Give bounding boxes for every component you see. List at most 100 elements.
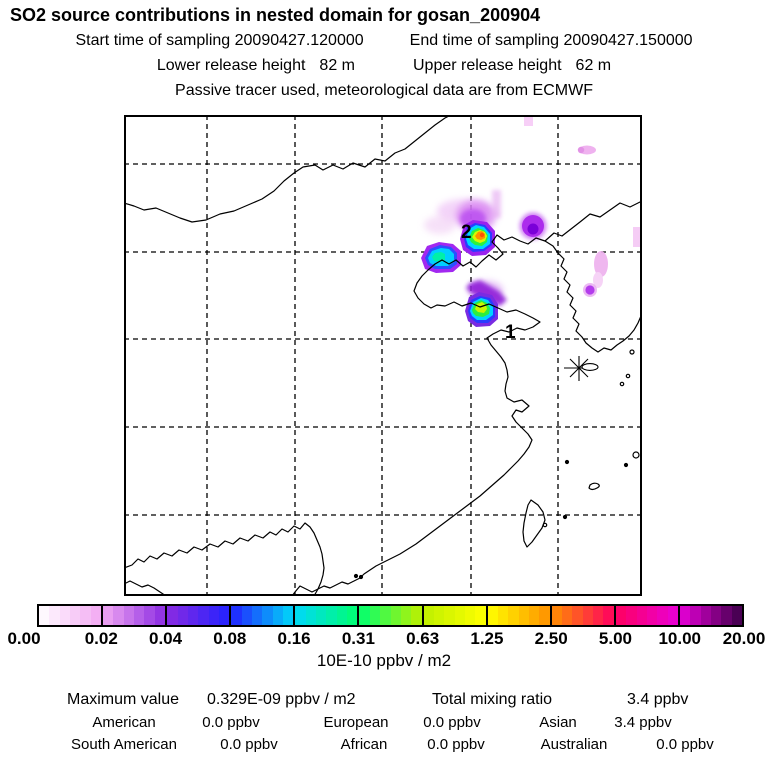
colorbar-cell (539, 606, 550, 625)
upper-release-value: 62 m (575, 57, 612, 74)
colorbar-segment (101, 606, 166, 625)
colorbar-cell (262, 606, 273, 625)
total-mixing-ratio-label: Total mixing ratio (432, 691, 553, 708)
colorbar-tick-label: 0.31 (341, 629, 375, 648)
continent-label: Australian (540, 736, 608, 753)
map-border (124, 115, 642, 596)
colorbar-cell (603, 606, 614, 625)
colorbar-tick-label: 0.08 (213, 629, 247, 648)
colorbar-tick-label: 0.63 (406, 629, 440, 648)
sampling-times-line: Start time of sampling 20090427.120000 E… (0, 32, 768, 50)
continent-label: Asian (539, 714, 577, 731)
continent-value: 3.4 ppbv (614, 714, 672, 731)
colorbar-cell (700, 606, 711, 625)
colorbar-tick-label: 2.50 (534, 629, 568, 648)
start-time-text: Start time of sampling 20090427.120000 (75, 32, 364, 49)
colorbar-cell (241, 606, 252, 625)
colorbar-cell (411, 606, 422, 625)
map-svg: 2 1 (123, 114, 643, 597)
southwest-border-line (123, 522, 325, 597)
colorbar-cell (487, 606, 498, 625)
island-dot (562, 514, 568, 520)
colorbar-tick-label: 20.00 (722, 629, 766, 648)
colorbar-cell (134, 606, 145, 625)
colorbar-cell (251, 606, 263, 625)
colorbar-segment (165, 606, 230, 625)
colorbar-segment (293, 606, 358, 625)
island-dot (358, 574, 364, 580)
colorbar-tick-label: 0.16 (277, 629, 311, 648)
continent-label: African (340, 736, 388, 753)
colorbar-cell (518, 606, 530, 625)
colorbar-segment (677, 606, 742, 625)
colorbar-cell (710, 606, 722, 625)
colorbar-cell (326, 606, 337, 625)
colorbar-cell (400, 606, 412, 625)
lower-release-value: 82 m (319, 57, 355, 74)
colorbar-cell (218, 606, 230, 625)
figure-title: SO2 source contributions in nested domai… (10, 5, 541, 25)
colorbar-cell (187, 606, 199, 625)
continent-value: 0.0 ppbv (423, 714, 481, 731)
colorbar-cell (475, 606, 486, 625)
colorbar-cell (572, 606, 583, 625)
colorbar-cell (667, 606, 678, 625)
colorbar-cell (464, 606, 476, 625)
colorbar-tick-label: 0.02 (84, 629, 118, 648)
island-dot (542, 522, 548, 528)
colorbar-cell (347, 606, 358, 625)
colorbar-cell (551, 606, 563, 625)
colorbar-tick-label: 1.25 (470, 629, 504, 648)
colorbar (37, 604, 744, 627)
colorbar-cell (316, 606, 327, 625)
china-coastline (291, 200, 643, 597)
colorbar-cell (272, 606, 283, 625)
colorbar-cell (508, 606, 519, 625)
colorbar-cell (70, 606, 81, 625)
colorbar-cell (295, 606, 306, 625)
map-panel: 2 1 (123, 114, 643, 597)
colorbar-tick-label: 0.00 (7, 629, 41, 648)
colorbar-cell (59, 606, 71, 625)
colorbar-cell (231, 606, 242, 625)
colorbar-segment (613, 606, 678, 625)
colorbar-cell (593, 606, 604, 625)
colorbar-cell (208, 606, 219, 625)
island-okinawa (588, 482, 600, 491)
colorbar-tick-label: 10.00 (658, 629, 701, 648)
colorbar-unit-label: 10E-10 ppbv / m2 (316, 651, 452, 670)
hotspot-1 (465, 292, 498, 327)
colorbar-segment (39, 606, 102, 625)
colorbar-cell (454, 606, 465, 625)
map-label-1: 1 (505, 322, 516, 343)
taiwan-outline (522, 499, 546, 548)
coastlines (123, 114, 643, 597)
colorbar-cell (305, 606, 317, 625)
colorbar-cell (423, 606, 434, 625)
maximum-value-label: Maximum value (67, 691, 180, 708)
upper-release-label: Upper release height (413, 57, 562, 74)
colorbar-cell (177, 606, 188, 625)
colorbar-tick-label: 0.04 (148, 629, 183, 648)
colorbar-cell (646, 606, 658, 625)
colorbar-cell (359, 606, 370, 625)
colorbar-cell (154, 606, 166, 625)
colorbar-cell (433, 606, 445, 625)
colorbar-cell (679, 606, 691, 625)
colorbar-segment (421, 606, 486, 625)
island-dot (625, 373, 631, 379)
colorbar-tick-label: 5.00 (598, 629, 632, 648)
colorbar-cell (657, 606, 668, 625)
colorbar-cell (39, 606, 50, 625)
colorbar-cell (582, 606, 594, 625)
colorbar-cell (103, 606, 114, 625)
colorbar-cell (80, 606, 91, 625)
colorbar-segment (485, 606, 550, 625)
korea-coastline (544, 240, 643, 353)
hotspot-2 (460, 220, 495, 256)
diffuse-plumes (424, 117, 642, 306)
jeju-island (581, 363, 599, 371)
colorbar-cell (721, 606, 732, 625)
continent-label: European (323, 714, 389, 731)
station-marker (564, 356, 599, 381)
